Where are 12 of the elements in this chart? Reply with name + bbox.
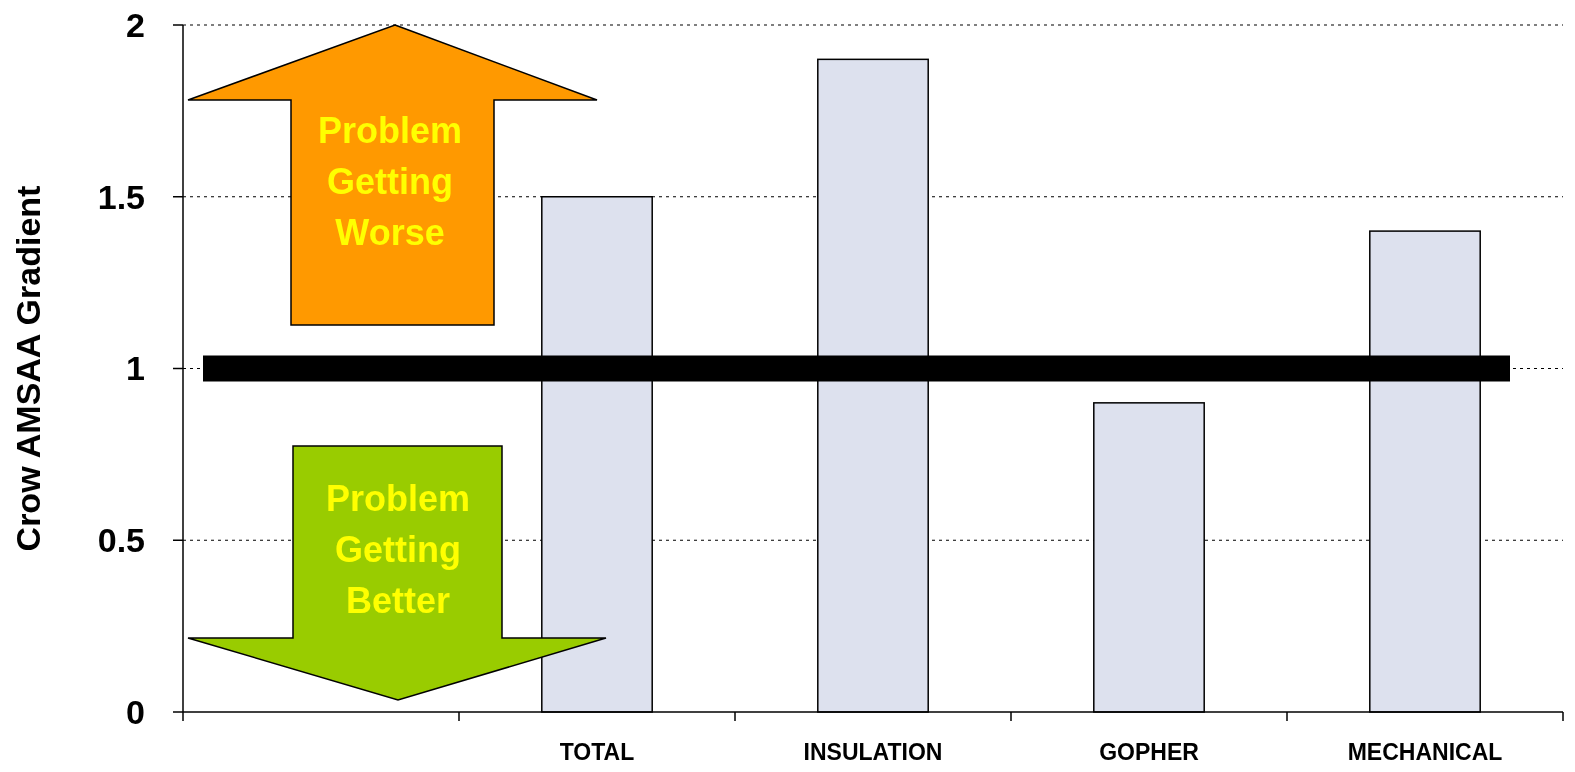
x-tick-label: MECHANICAL	[1347, 739, 1503, 765]
y-tick-label: 0	[126, 692, 145, 731]
y-tick-label: 2	[126, 5, 145, 44]
annotation: Problem Getting Worse	[317, 110, 463, 253]
annotation: Problem Getting Better	[325, 478, 471, 621]
y-tick-label: 1	[126, 349, 145, 388]
y-tick-label: 0.5	[97, 521, 145, 560]
x-tick-label: TOTAL	[559, 739, 635, 765]
y-axis-title: Crow AMSAA Gradient	[9, 185, 47, 552]
y-tick-label: 1.5	[97, 177, 145, 216]
x-tick-label: GOPHER	[1099, 739, 1200, 765]
x-tick-label: INSULATION	[803, 739, 943, 765]
